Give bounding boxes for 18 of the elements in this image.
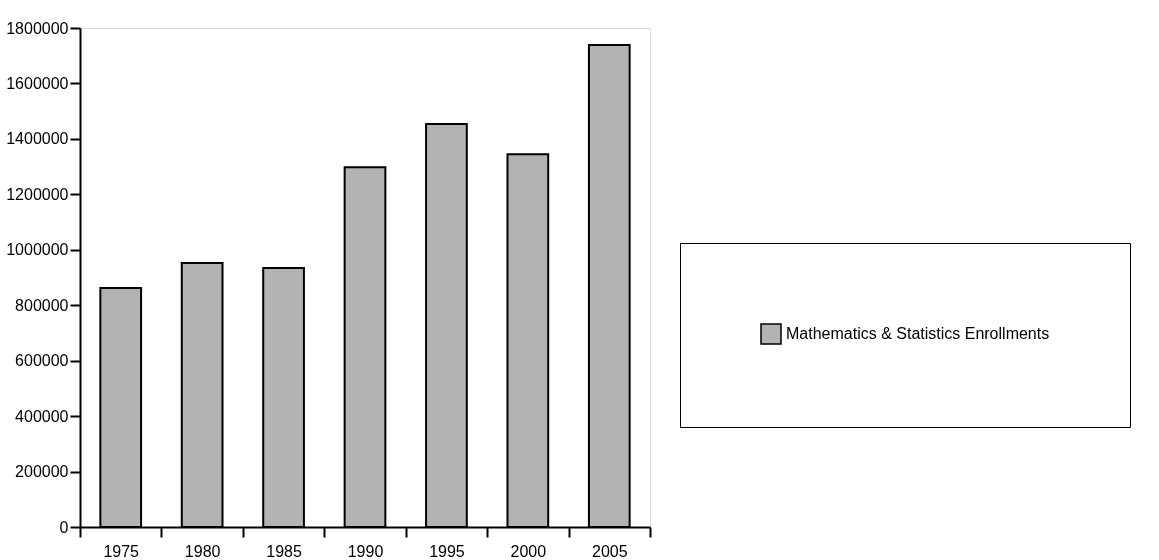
x-tick-label: 2000 — [510, 542, 547, 560]
x-tick-label: 2005 — [591, 542, 628, 560]
y-tick-label: 400000 — [15, 407, 69, 425]
x-tick-label: 1980 — [184, 542, 221, 560]
x-tick-label: 1990 — [347, 542, 384, 560]
y-tick-label: 0 — [59, 518, 69, 536]
y-tick-label: 600000 — [15, 352, 69, 370]
x-tick-label: 1985 — [266, 542, 302, 560]
y-tick-label: 1800000 — [6, 19, 69, 37]
legend-label: Mathematics & Statistics Enrollments — [786, 325, 1050, 342]
y-tick-label: 1200000 — [6, 185, 69, 203]
y-tick-label: 800000 — [15, 296, 69, 314]
y-tick-label: 1400000 — [6, 130, 69, 148]
y-tick-label: 1000000 — [6, 241, 69, 259]
x-tick-label: 1995 — [429, 542, 465, 560]
x-tick-label: 1975 — [103, 542, 140, 560]
y-tick-label: 200000 — [15, 463, 69, 481]
y-tick-label: 1600000 — [6, 74, 69, 92]
